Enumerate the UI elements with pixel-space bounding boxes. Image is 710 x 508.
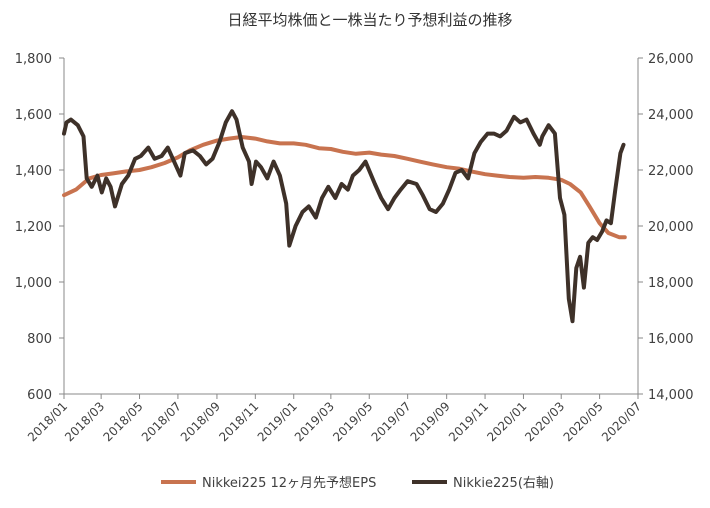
x-tick-label: 2019/07 <box>369 399 414 444</box>
x-tick-label: 2019/11 <box>446 399 491 444</box>
eps-series-line <box>62 135 627 240</box>
x-tick-label: 2019/05 <box>330 399 375 444</box>
left-tick-label: 1,000 <box>15 276 52 291</box>
legend-label-eps: Nikkei225 12ヶ月先予想EPS <box>202 475 376 491</box>
x-tick-label: 2020/07 <box>599 399 644 444</box>
x-tick-label: 2018/07 <box>139 399 184 444</box>
right-tick-label: 16,000 <box>648 332 694 347</box>
x-tick-label: 2018/01 <box>25 399 70 444</box>
x-axis: 2018/012018/032018/052018/072018/092018/… <box>25 394 644 444</box>
x-tick-label: 2018/11 <box>216 399 261 444</box>
left-y-axis: 600 800 1,000 1,200 1,400 1,600 1,800 <box>15 52 64 403</box>
left-tick-label: 1,400 <box>15 164 52 179</box>
x-tick-label: 2018/09 <box>178 399 223 444</box>
nikkei-series-line <box>62 109 626 324</box>
right-tick-label: 26,000 <box>648 52 694 67</box>
x-tick-label: 2020/03 <box>522 399 567 444</box>
left-tick-label: 1,600 <box>15 108 52 123</box>
axes <box>63 58 639 395</box>
legend: Nikkei225 12ヶ月先予想EPS Nikkie225(右軸) <box>161 475 554 491</box>
x-tick-label: 2019/01 <box>255 399 300 444</box>
x-tick-label: 2019/09 <box>408 399 453 444</box>
x-tick-label: 2020/01 <box>484 399 529 444</box>
chart-title: 日経平均株価と一株当たり予想利益の推移 <box>227 11 512 29</box>
legend-label-nikkei: Nikkie225(右軸) <box>453 476 554 491</box>
left-tick-label: 800 <box>27 332 52 347</box>
left-tick-label: 1,200 <box>15 220 52 235</box>
plot-area <box>62 109 627 324</box>
left-tick-label: 1,800 <box>15 52 52 67</box>
right-tick-label: 22,000 <box>648 164 694 179</box>
right-y-axis: 14,000 16,000 18,000 20,000 22,000 24,000 26,0… <box>638 52 694 403</box>
left-tick-label: 600 <box>27 388 52 403</box>
x-tick-label: 2018/05 <box>100 399 145 444</box>
right-tick-label: 20,000 <box>648 220 694 235</box>
right-tick-label: 24,000 <box>648 108 694 123</box>
x-tick-label: 2018/03 <box>62 399 107 444</box>
right-tick-label: 14,000 <box>648 388 694 403</box>
x-tick-label: 2019/03 <box>292 399 337 444</box>
right-tick-label: 18,000 <box>648 276 694 291</box>
x-tick-label: 2020/05 <box>561 399 606 444</box>
